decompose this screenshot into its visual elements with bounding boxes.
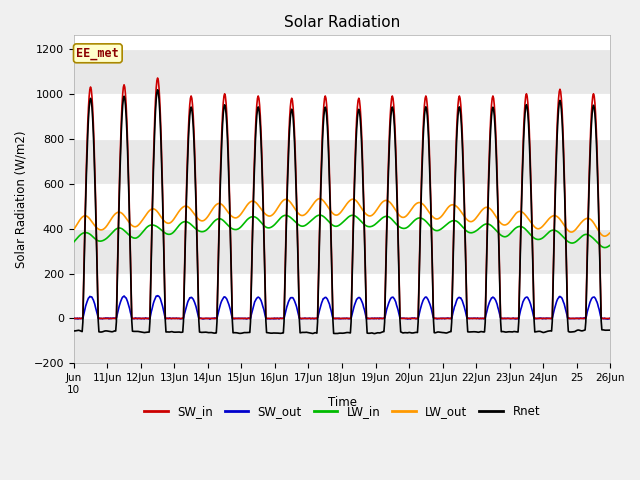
Legend: SW_in, SW_out, LW_in, LW_out, Rnet: SW_in, SW_out, LW_in, LW_out, Rnet [140, 401, 545, 423]
X-axis label: Time: Time [328, 396, 356, 409]
Text: EE_met: EE_met [76, 47, 119, 60]
Bar [74, 139, 611, 184]
Bar [74, 318, 611, 363]
Title: Solar Radiation: Solar Radiation [284, 15, 400, 30]
Y-axis label: Solar Radiation (W/m2): Solar Radiation (W/m2) [15, 131, 28, 268]
Bar [74, 228, 611, 274]
Bar [74, 49, 611, 94]
